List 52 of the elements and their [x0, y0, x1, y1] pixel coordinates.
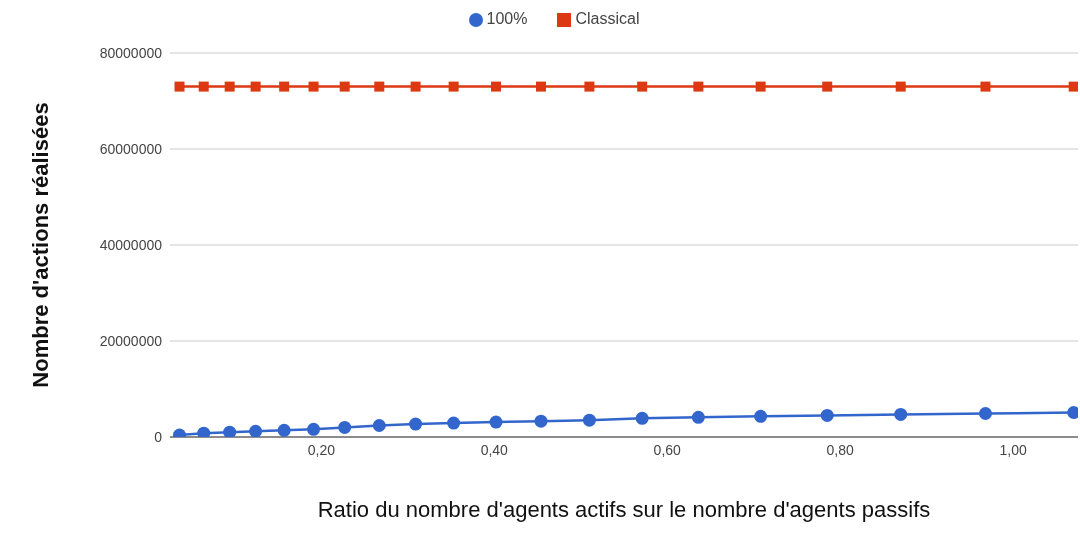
point	[489, 415, 503, 429]
point	[822, 81, 833, 92]
point	[637, 81, 648, 92]
point	[635, 411, 649, 425]
point	[1068, 81, 1078, 92]
legend-label: Classical	[575, 10, 640, 27]
x-tick-label: 0,80	[826, 441, 855, 458]
point	[820, 408, 834, 422]
point	[174, 81, 185, 92]
point	[693, 81, 704, 92]
y-axis-title: Nombre d'actions réalisées	[27, 102, 53, 388]
x-tick-label: 0,40	[480, 441, 509, 458]
x-tick-label: 0,20	[307, 441, 336, 458]
point	[534, 414, 548, 428]
point	[980, 81, 991, 92]
point	[279, 81, 290, 92]
point	[491, 81, 502, 92]
point	[277, 423, 291, 437]
point	[409, 417, 423, 431]
point	[249, 424, 263, 437]
point	[250, 81, 261, 92]
point	[338, 420, 352, 434]
point	[895, 81, 906, 92]
point	[224, 81, 235, 92]
point	[307, 422, 321, 436]
y-tick-label: 40000000	[99, 236, 163, 253]
x-axis-title: Ratio du nombre d'agents actifs sur le nombre d'agents passifs	[317, 497, 931, 522]
point	[448, 81, 459, 92]
point	[198, 81, 209, 92]
x-tick-label: 1,00	[999, 441, 1027, 458]
point	[582, 413, 596, 427]
y-tick-label: 80000000	[99, 44, 163, 61]
y-tick-label: 0	[154, 428, 163, 445]
point	[535, 81, 546, 92]
point	[410, 81, 421, 92]
point	[447, 416, 461, 430]
point	[197, 426, 211, 437]
point	[374, 81, 385, 92]
point	[308, 81, 319, 92]
point	[372, 418, 386, 432]
point	[223, 425, 237, 437]
legend-label: 100%	[486, 10, 528, 27]
point	[754, 409, 768, 423]
point	[691, 410, 705, 424]
point	[978, 406, 992, 420]
x-tick-label: 0,60	[653, 441, 682, 458]
y-tick-label: 60000000	[99, 140, 163, 157]
y-tick-label: 20000000	[99, 332, 163, 349]
point	[894, 407, 908, 421]
point	[584, 81, 595, 92]
point	[755, 81, 766, 92]
point	[339, 81, 350, 92]
